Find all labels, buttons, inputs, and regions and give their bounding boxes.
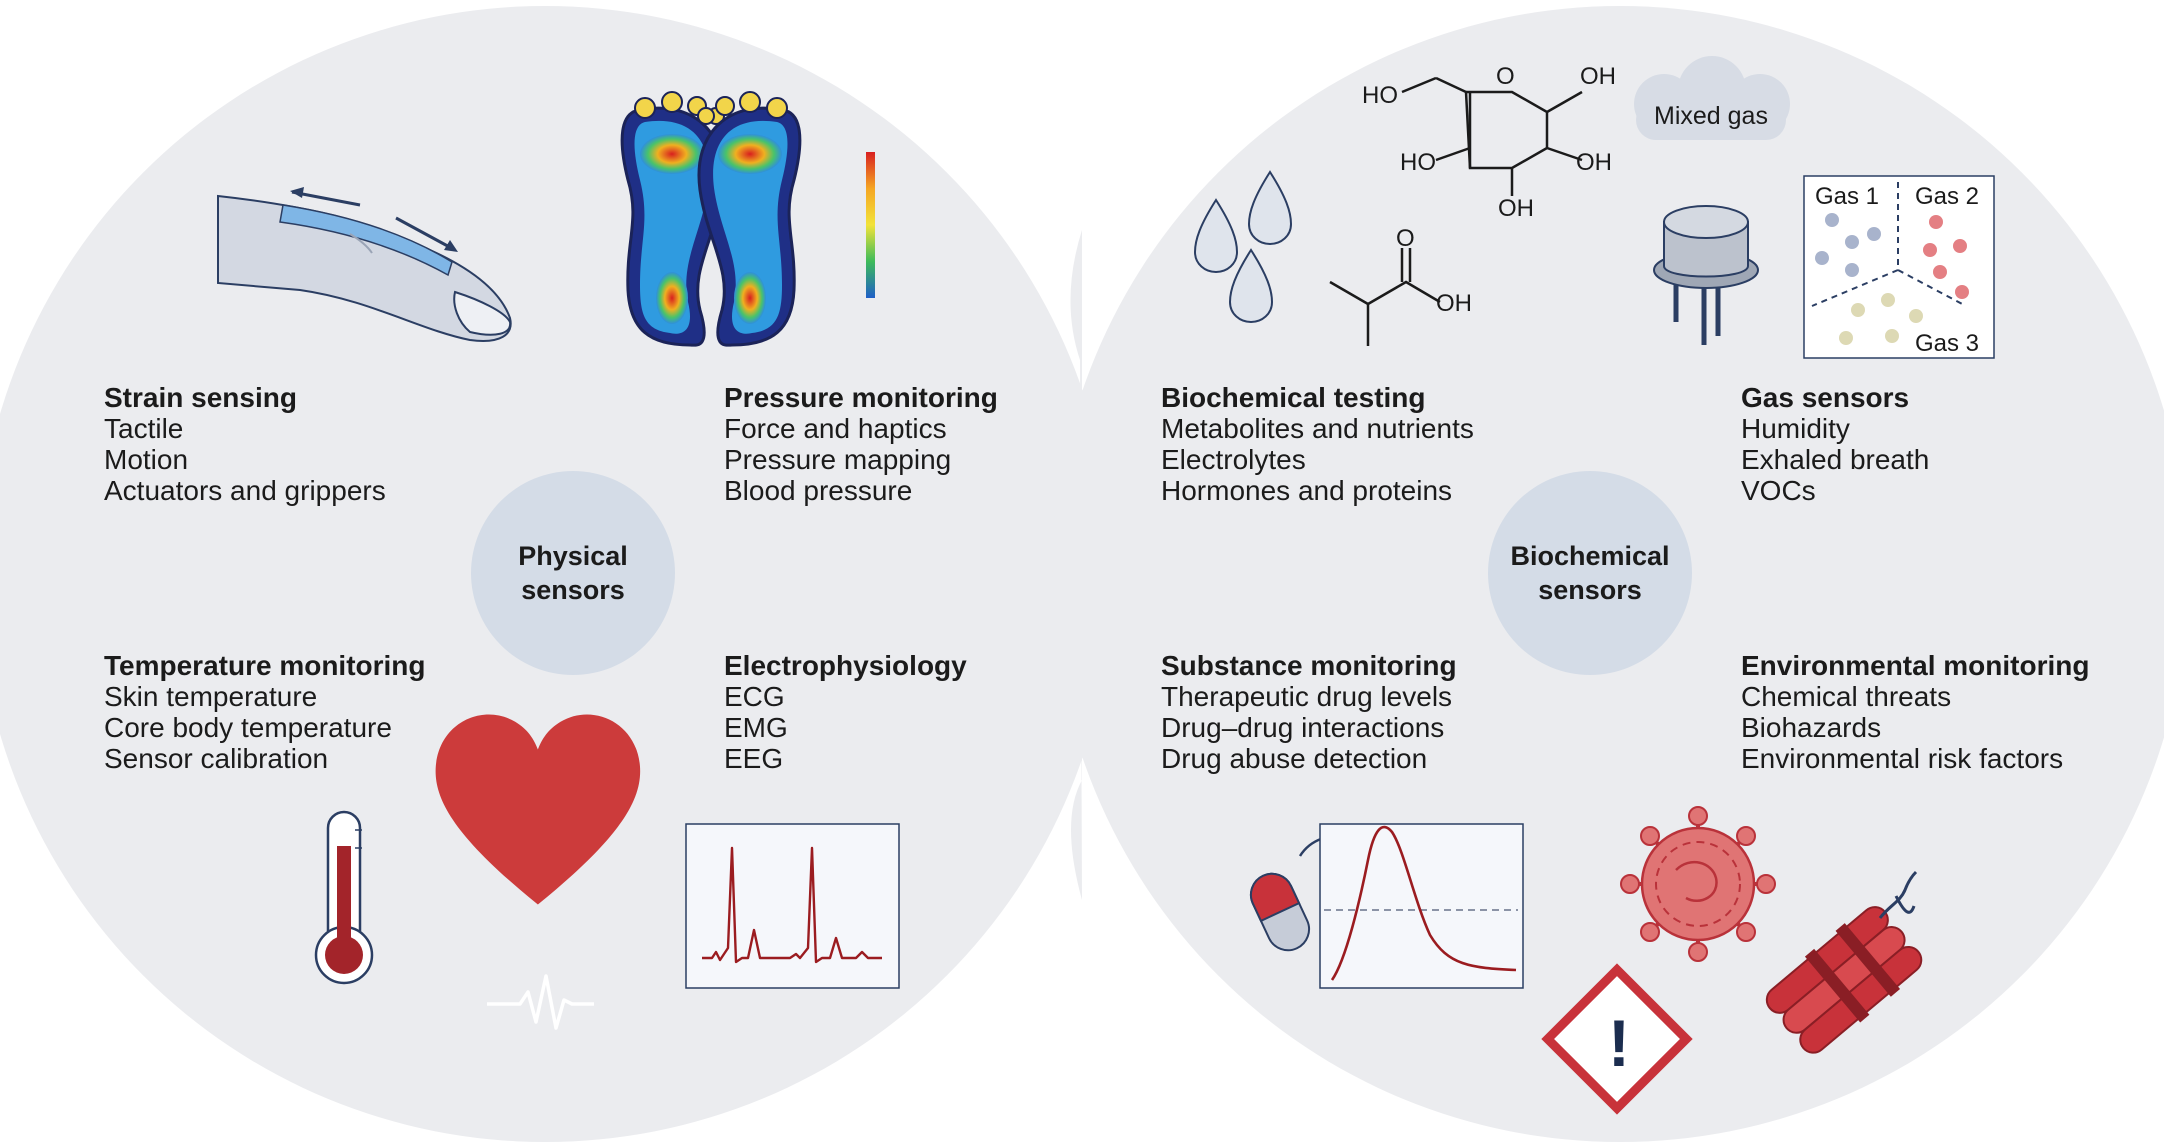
- heart-icon: [435, 714, 641, 1030]
- gas-label-2: Gas 2: [1915, 183, 1979, 210]
- environment-item: Biohazards: [1741, 712, 1882, 743]
- biochemical-testing-block: Biochemical testing Metabolites and nutr…: [1161, 382, 1474, 506]
- water-droplets-icon: [1193, 170, 1293, 324]
- gas-sensors-block: Gas sensors Humidity Exhaled breath VOCs: [1741, 382, 1929, 506]
- physical-hub-line1: Physical: [518, 541, 628, 571]
- glucose-oh-top: OH: [1580, 63, 1616, 90]
- glucose-oh-bottom: OH: [1498, 195, 1534, 222]
- temperature-monitoring-block: Temperature monitoring Skin temperature …: [104, 650, 426, 774]
- gas-cloud-icon: [1634, 56, 1790, 140]
- physical-hub-line2: sensors: [521, 575, 625, 605]
- acid-oh: OH: [1436, 290, 1472, 317]
- temperature-item: Core body temperature: [104, 712, 392, 743]
- gas-sensor-icon: [1653, 205, 1759, 345]
- isobutyric-acid-icon: [1329, 248, 1441, 346]
- pressure-monitoring-block: Pressure monitoring Force and haptics Pr…: [724, 382, 998, 506]
- biochemical-hub-line2: sensors: [1538, 575, 1642, 605]
- finger-icon: [217, 187, 512, 342]
- gas-item: Exhaled breath: [1741, 444, 1930, 475]
- strain-item: Tactile: [104, 413, 184, 444]
- pressure-title: Pressure monitoring: [724, 382, 998, 413]
- biochem-item: Hormones and proteins: [1161, 475, 1453, 506]
- cloud-label: Mixed gas: [1654, 102, 1768, 130]
- electro-item: EEG: [724, 743, 784, 774]
- electro-item: ECG: [724, 681, 785, 712]
- drug-concentration-chart-icon: [1319, 823, 1524, 989]
- virus-icon: [1620, 806, 1776, 962]
- glucose-ho-top: HO: [1362, 82, 1398, 109]
- gas-classification-icon: [1803, 175, 1995, 359]
- physical-sensors-hub: Physical sensors: [471, 471, 675, 675]
- biochemical-sensors-hub: Biochemical sensors: [1488, 471, 1692, 675]
- biochem-title: Biochemical testing: [1161, 382, 1426, 413]
- electrophysiology-block: Electrophysiology ECG EMG EEG: [724, 650, 967, 774]
- environment-item: Chemical threats: [1741, 681, 1952, 712]
- temperature-item: Sensor calibration: [104, 743, 329, 774]
- substance-item: Drug abuse detection: [1161, 743, 1428, 774]
- glucose-oh: OH: [1576, 149, 1612, 176]
- pill-icon: [1249, 872, 1311, 952]
- footprint-pressure-map-icon: [620, 91, 875, 347]
- environmental-monitoring-block: Environmental monitoring Chemical threat…: [1741, 650, 2089, 774]
- gas-item: VOCs: [1741, 475, 1816, 506]
- biochem-item: Metabolites and nutrients: [1161, 413, 1474, 444]
- pressure-item: Blood pressure: [724, 475, 913, 506]
- hazard-sign-icon: [1541, 963, 1693, 1115]
- environment-item: Environmental risk factors: [1741, 743, 2064, 774]
- pressure-item: Force and haptics: [724, 413, 947, 444]
- thermometer-icon: [314, 810, 374, 985]
- electro-title: Electrophysiology: [724, 650, 967, 681]
- strain-sensing-block: Strain sensing Tactile Motion Actuators …: [104, 382, 386, 506]
- substance-item: Drug–drug interactions: [1161, 712, 1445, 743]
- gas-title: Gas sensors: [1741, 382, 1910, 413]
- acid-o: O: [1396, 225, 1415, 252]
- strain-title: Strain sensing: [104, 382, 297, 413]
- biochem-item: Electrolytes: [1161, 444, 1306, 475]
- glucose-molecule-icon: [1401, 76, 1583, 196]
- strain-item: Actuators and grippers: [104, 475, 386, 506]
- substance-monitoring-block: Substance monitoring Therapeutic drug le…: [1161, 650, 1457, 774]
- strain-item: Motion: [104, 444, 189, 475]
- electro-item: EMG: [724, 712, 788, 743]
- substance-item: Therapeutic drug levels: [1161, 681, 1453, 712]
- dynamite-icon: [1765, 870, 1923, 1054]
- glucose-ho: HO: [1400, 149, 1436, 176]
- environment-title: Environmental monitoring: [1741, 650, 2090, 681]
- ecg-chart-icon: [685, 823, 900, 989]
- hazard-symbol: !: [1608, 1006, 1630, 1080]
- pressure-item: Pressure mapping: [724, 444, 952, 475]
- gas-label-3: Gas 3: [1915, 330, 1979, 357]
- gas-label-1: Gas 1: [1815, 183, 1879, 210]
- biochemical-hub-line1: Biochemical: [1510, 541, 1670, 571]
- substance-title: Substance monitoring: [1161, 650, 1457, 681]
- gas-item: Humidity: [1741, 413, 1850, 444]
- glucose-o: O: [1496, 63, 1515, 90]
- temperature-item: Skin temperature: [104, 681, 318, 712]
- temperature-title: Temperature monitoring: [104, 650, 426, 681]
